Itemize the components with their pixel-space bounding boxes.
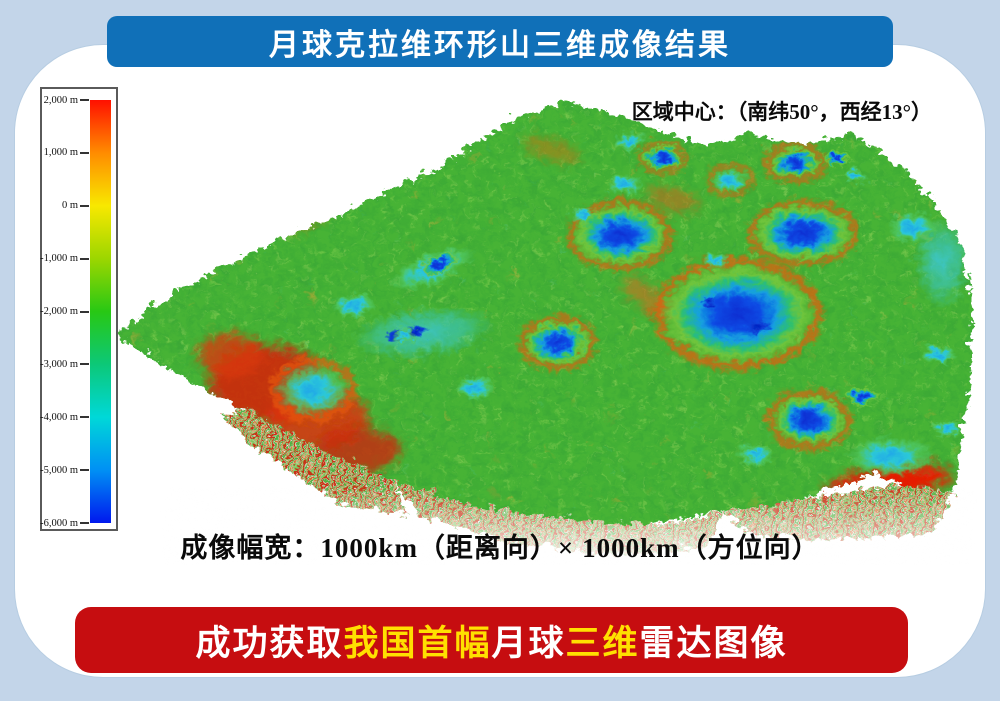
crater-deep xyxy=(521,318,589,362)
crater-deep xyxy=(569,202,665,262)
colorbar-tick-label: -2,000 m xyxy=(40,306,78,317)
crater-deep xyxy=(766,145,818,175)
banner-text-segment: 雷达图像 xyxy=(639,623,788,663)
red-elevation-zone xyxy=(644,184,696,210)
colorbar-tick-row: 2,000 m xyxy=(42,94,89,107)
colorbar-tick-label: -3,000 m xyxy=(40,358,78,370)
colorbar-gradient xyxy=(90,100,111,523)
crater-rim xyxy=(764,387,848,447)
colorbar-tick-mark xyxy=(80,151,89,154)
crater-dot xyxy=(698,293,716,305)
red-elevation-zone xyxy=(196,331,260,375)
crater-dot xyxy=(742,315,768,331)
colorbar-tick-mark xyxy=(80,522,89,524)
terrain-render-group xyxy=(113,99,972,565)
achievement-banner: 成功获取 我国首幅 月球 三维 雷达图像 xyxy=(75,607,908,673)
colorbar-tick-label: -4,000 m xyxy=(40,411,78,423)
colorbar-tick-mark xyxy=(80,257,89,260)
crater-deep xyxy=(640,143,680,167)
banner-text-segment: 月球 xyxy=(491,623,566,663)
colorbar-tick-label: -6,000 m xyxy=(40,517,78,529)
colorbar-tick-mark xyxy=(80,310,89,313)
crater-rim xyxy=(636,139,684,171)
crater-cyan xyxy=(920,342,952,362)
crater-rim xyxy=(703,161,751,193)
region-center-label: 区域中心：（南纬50°，西经13°） xyxy=(631,100,932,124)
crater-deep xyxy=(417,249,455,273)
crater-cyan xyxy=(611,129,643,149)
crater-features xyxy=(266,129,968,473)
crater-cyan xyxy=(707,165,747,189)
crater-cyan xyxy=(843,433,931,473)
crater-cyan xyxy=(733,439,771,463)
crater-rim xyxy=(745,197,855,263)
colorbar-tick-mark xyxy=(80,204,89,207)
colorbar-tick-mark xyxy=(80,99,89,101)
colorbar-tick-label: -5,000 m xyxy=(40,464,78,476)
swath-caption: 成像幅宽：1000km（距离向）× 1000km（方位向） xyxy=(180,533,820,563)
crater-cyan xyxy=(388,324,416,342)
terrain-3d-view xyxy=(113,99,972,565)
red-elevation-zone xyxy=(519,133,577,161)
crater-cyan xyxy=(841,166,863,180)
colorbar-tick-row: -5,000 m xyxy=(40,464,89,477)
slide-title: 月球克拉维环形山三维成像结果 xyxy=(269,28,731,62)
banner-text-segment: 三维 xyxy=(565,623,640,663)
crater-cyan xyxy=(454,373,490,397)
crater-deep xyxy=(844,383,876,403)
crater-cyan xyxy=(328,290,372,316)
crater-cyan xyxy=(603,170,639,192)
crater-deep xyxy=(769,392,843,442)
crater-deep xyxy=(750,202,850,258)
colorbar-tick-mark xyxy=(80,416,89,419)
crater-deep xyxy=(820,147,846,163)
colorbar-tick-row: 0 m xyxy=(42,199,89,212)
crater-rim xyxy=(266,354,354,420)
banner-text-segment: 成功获取 xyxy=(195,623,344,663)
crater-rim xyxy=(516,313,594,367)
crater-cyan xyxy=(884,209,936,241)
colorbar-tick-row: -4,000 m xyxy=(40,411,89,424)
colorbar-tick-row: -2,000 m xyxy=(40,305,89,318)
crater-rim xyxy=(761,140,823,180)
elevation-colorbar: 2,000 m 1,000 m 0 m -1,000 m -2,000 m -3,000 … xyxy=(40,87,118,531)
colorbar-tick-mark xyxy=(80,363,89,366)
crater-rim xyxy=(651,255,819,367)
colorbar-tick-row: -3,000 m xyxy=(40,358,89,371)
colorbar-tick-mark xyxy=(80,469,89,472)
colorbar-tick-row: -1,000 m xyxy=(40,252,89,265)
colorbar-tick-label: 2,000 m xyxy=(43,94,78,106)
crater-cyan xyxy=(567,204,593,220)
colorbar-tick-row: -6,000 m xyxy=(40,517,89,530)
colorbar-tick-label: 0 m xyxy=(61,200,78,212)
crater-deep xyxy=(657,261,813,361)
banner-text-segment: 我国首幅 xyxy=(343,623,492,663)
title-banner: 月球克拉维环形山三维成像结果 xyxy=(107,16,893,67)
colorbar-tick-label: -1,000 m xyxy=(40,253,78,265)
crater-cyan xyxy=(700,249,724,265)
crater-cyan xyxy=(931,416,959,434)
colorbar-tick-label: 1,000 m xyxy=(43,147,78,159)
crater-cyan xyxy=(272,360,348,414)
crater-rim xyxy=(564,197,670,267)
colorbar-tick-row: 1,000 m xyxy=(42,146,89,159)
